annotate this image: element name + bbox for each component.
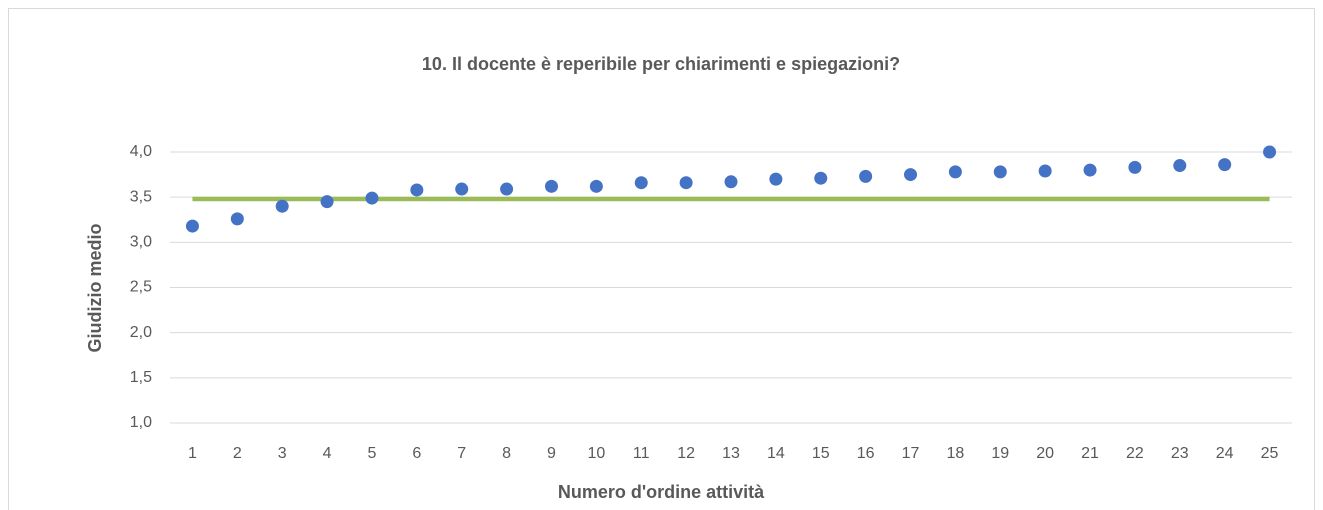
point	[544, 179, 558, 193]
point	[1038, 164, 1052, 178]
point	[904, 168, 918, 182]
point	[410, 183, 424, 197]
point	[948, 165, 962, 179]
chart-border	[8, 8, 1315, 510]
point	[455, 182, 469, 196]
x-tick-label: 25	[1261, 445, 1279, 462]
x-tick-label: 5	[368, 445, 377, 462]
point	[500, 182, 514, 196]
point	[1128, 160, 1142, 174]
point	[1218, 158, 1232, 172]
point	[859, 169, 873, 183]
x-tick-label: 16	[857, 445, 875, 462]
point	[993, 165, 1007, 179]
y-tick-label: 3,5	[130, 188, 152, 205]
x-tick-label: 10	[587, 445, 605, 462]
y-tick-label: 2,0	[130, 324, 152, 341]
x-tick-label: 14	[767, 445, 785, 462]
y-tick-label: 1,5	[130, 369, 152, 386]
point	[365, 191, 379, 205]
point	[679, 176, 693, 190]
y-tick-label: 4,0	[130, 143, 152, 160]
x-tick-label: 6	[412, 445, 421, 462]
point	[1173, 159, 1187, 173]
point	[769, 172, 783, 186]
x-tick-label: 12	[677, 445, 695, 462]
y-tick-label: 1,0	[130, 414, 152, 431]
y-tick-label: 3,0	[130, 234, 152, 251]
x-tick-label: 1	[188, 445, 197, 462]
chart-title: 10. Il docente è reperibile per chiarime…	[422, 54, 900, 74]
point	[589, 179, 603, 193]
x-tick-label: 19	[991, 445, 1009, 462]
x-tick-label: 13	[722, 445, 740, 462]
point	[275, 199, 289, 213]
x-tick-label: 2	[233, 445, 242, 462]
point	[634, 176, 648, 190]
point	[185, 219, 199, 233]
x-tick-label: 21	[1081, 445, 1099, 462]
x-tick-label: 22	[1126, 445, 1144, 462]
x-tick-label: 9	[547, 445, 556, 462]
x-tick-label: 17	[902, 445, 920, 462]
point	[320, 195, 334, 209]
x-tick-label: 11	[633, 445, 650, 462]
point	[814, 171, 828, 185]
x-tick-label: 15	[812, 445, 830, 462]
x-tick-label: 18	[947, 445, 965, 462]
x-tick-label: 7	[457, 445, 466, 462]
x-tick-label: 20	[1036, 445, 1054, 462]
x-tick-label: 8	[502, 445, 511, 462]
x-axis-title: Numero d'ordine attività	[558, 482, 765, 502]
x-tick-label: 23	[1171, 445, 1189, 462]
y-axis-title: Giudizio medio	[85, 223, 105, 352]
point	[1263, 145, 1277, 159]
x-tick-label: 3	[278, 445, 287, 462]
x-tick-label: 24	[1216, 445, 1234, 462]
point	[230, 212, 244, 226]
y-tick-label: 2,5	[130, 279, 152, 296]
x-tick-label: 4	[323, 445, 332, 462]
point	[724, 175, 738, 189]
point	[1083, 163, 1097, 177]
